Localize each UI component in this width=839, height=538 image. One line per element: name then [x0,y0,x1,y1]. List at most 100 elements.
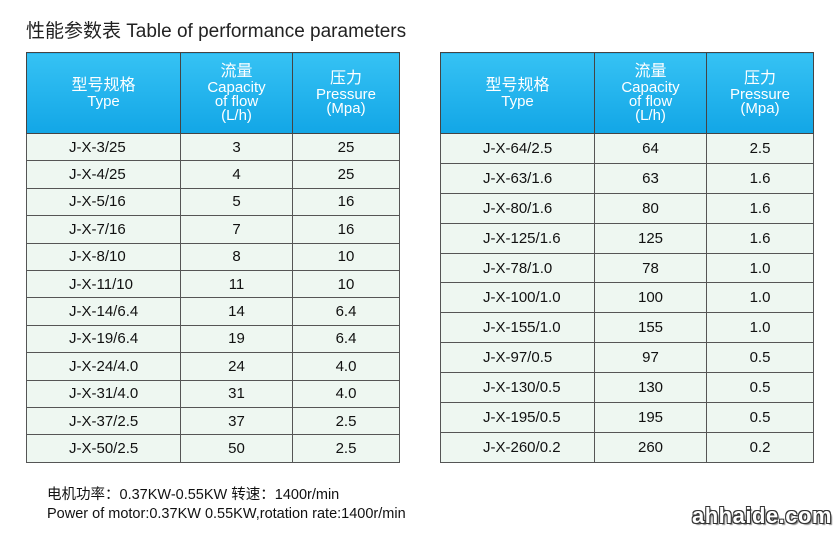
column-header: 流量 Capacity of flow (L/h) [180,52,293,134]
table-row: J-X-155/1.0 155 1.0 [440,312,814,344]
table-cell: 14 [180,297,293,326]
table-cell: J-X-155/1.0 [440,312,595,344]
footer-line: 电机功率：0.37KW-0.55KW 转速：1400r/min [47,487,340,503]
table-row: J-X-130/0.5 130 0.5 [440,372,814,404]
header-text: of flow [214,93,259,110]
table-cell: 97 [594,342,707,374]
column-header: 流量 Capacity of flow (L/h) [594,52,707,134]
table-cell: 63 [594,162,707,194]
table-cell: 7 [180,215,293,244]
table-cell: 80 [594,192,707,224]
table-row: J-X-97/0.5 97 0.5 [440,342,814,374]
table-cell: 16 [292,187,400,217]
table-row: J-X-7/16 7 16 [26,215,400,244]
table-row: J-X-195/0.5 195 0.5 [440,402,814,433]
header-text: (Mpa) [326,100,366,117]
table-row: J-X-4/25 4 25 [26,160,400,189]
table-row: J-X-80/1.6 80 1.6 [440,192,814,224]
table-cell: 37 [180,406,293,436]
table-row: J-X-24/4.0 24 4.0 [26,352,400,381]
table-cell: J-X-14/6.4 [26,297,181,326]
table-cell: 78 [594,252,707,284]
table-cell: J-X-24/4.0 [26,352,181,381]
table-cell: 0.5 [706,372,814,404]
header-text: (L/h) [635,107,666,124]
table-cell: J-X-31/4.0 [26,379,181,408]
header-text: Capacity [621,79,680,96]
table-cell: 1.6 [706,222,814,254]
table-cell: J-X-97/0.5 [440,342,595,374]
table-cell: 155 [594,312,707,344]
table-cell: 64 [594,133,707,164]
table-cell: 4.0 [292,352,400,381]
table-cell: J-X-19/6.4 [26,324,181,354]
table-row: J-X-5/16 5 16 [26,187,400,217]
table-cell: 2.5 [706,133,814,164]
table-row: J-X-63/1.6 63 1.6 [440,162,814,194]
table-cell: J-X-8/10 [26,242,181,271]
table-cell: 0.5 [706,402,814,433]
header-text: (Mpa) [740,100,780,117]
header-text: of flow [628,93,673,110]
header-text: Pressure [315,86,377,103]
table-cell: 0.2 [706,431,814,463]
header-text: Capacity [207,79,266,96]
table-cell: 16 [292,215,400,244]
table-cell: 10 [292,242,400,271]
table-cell: 6.4 [292,324,400,354]
table-cell: 19 [180,324,293,354]
table-cell: J-X-5/16 [26,187,181,217]
table-cell: 10 [292,269,400,299]
table-cell: 8 [180,242,293,271]
table-cell: 125 [594,222,707,254]
table-cell: J-X-4/25 [26,160,181,189]
table-row: J-X-78/1.0 78 1.0 [440,252,814,284]
header-text: Type [87,93,120,110]
table-cell: J-X-260/0.2 [440,431,595,463]
column-header: 压力 Pressure (Mpa) [706,52,814,134]
header-text: Pressure [729,86,791,103]
table-cell: 130 [594,372,707,404]
header-text: 型号规格 [71,77,136,94]
table-cell: 260 [594,431,707,463]
table-cell: 11 [180,269,293,299]
table-cell: 4.0 [292,379,400,408]
parameter-table: 型号规格 Type 流量 Capacity of flow (L/h) 压力 Pressure… [26,52,400,463]
table-cell: 100 [594,282,707,314]
column-header: 型号规格 Type [440,52,595,134]
table-cell: 1.0 [706,252,814,284]
header-text: 型号规格 [485,77,550,94]
table-cell: J-X-125/1.6 [440,222,595,254]
table-cell: J-X-7/16 [26,215,181,244]
watermark: ahhaide.com [692,503,832,528]
header-text: 压力 [329,70,362,87]
table-cell: 5 [180,187,293,217]
title: 性能参数表 Table of performance parameters [26,21,407,42]
table-cell: 31 [180,379,293,408]
header-text: 流量 [220,63,253,80]
table-row: J-X-14/6.4 14 6.4 [26,297,400,326]
header-text: 压力 [743,70,776,87]
header-row: 型号规格 Type 流量 Capacity of flow (L/h) 压力 Pressure… [440,52,814,134]
table-cell: 1.0 [706,282,814,314]
table-cell: J-X-11/10 [26,269,181,299]
column-header: 压力 Pressure (Mpa) [292,52,400,134]
table-cell: 6.4 [292,297,400,326]
table-cell: 195 [594,402,707,433]
header-text: (L/h) [221,107,252,124]
table-cell: 25 [292,132,400,162]
table-cell: 24 [180,352,293,381]
table-cell: J-X-63/1.6 [440,162,595,194]
table-cell: 1.6 [706,162,814,194]
table-row: J-X-260/0.2 260 0.2 [440,431,814,463]
table-cell: 4 [180,160,293,189]
table-cell: J-X-195/0.5 [440,402,595,433]
table-cell: 1.0 [706,312,814,344]
header-row: 型号规格 Type 流量 Capacity of flow (L/h) 压力 Pressure… [26,52,400,134]
table-cell: 3 [180,132,293,162]
table-cell: J-X-80/1.6 [440,192,595,224]
table-row: J-X-125/1.6 125 1.6 [440,222,814,254]
table-row: J-X-64/2.5 64 2.5 [440,133,814,164]
table-cell: J-X-37/2.5 [26,406,181,436]
